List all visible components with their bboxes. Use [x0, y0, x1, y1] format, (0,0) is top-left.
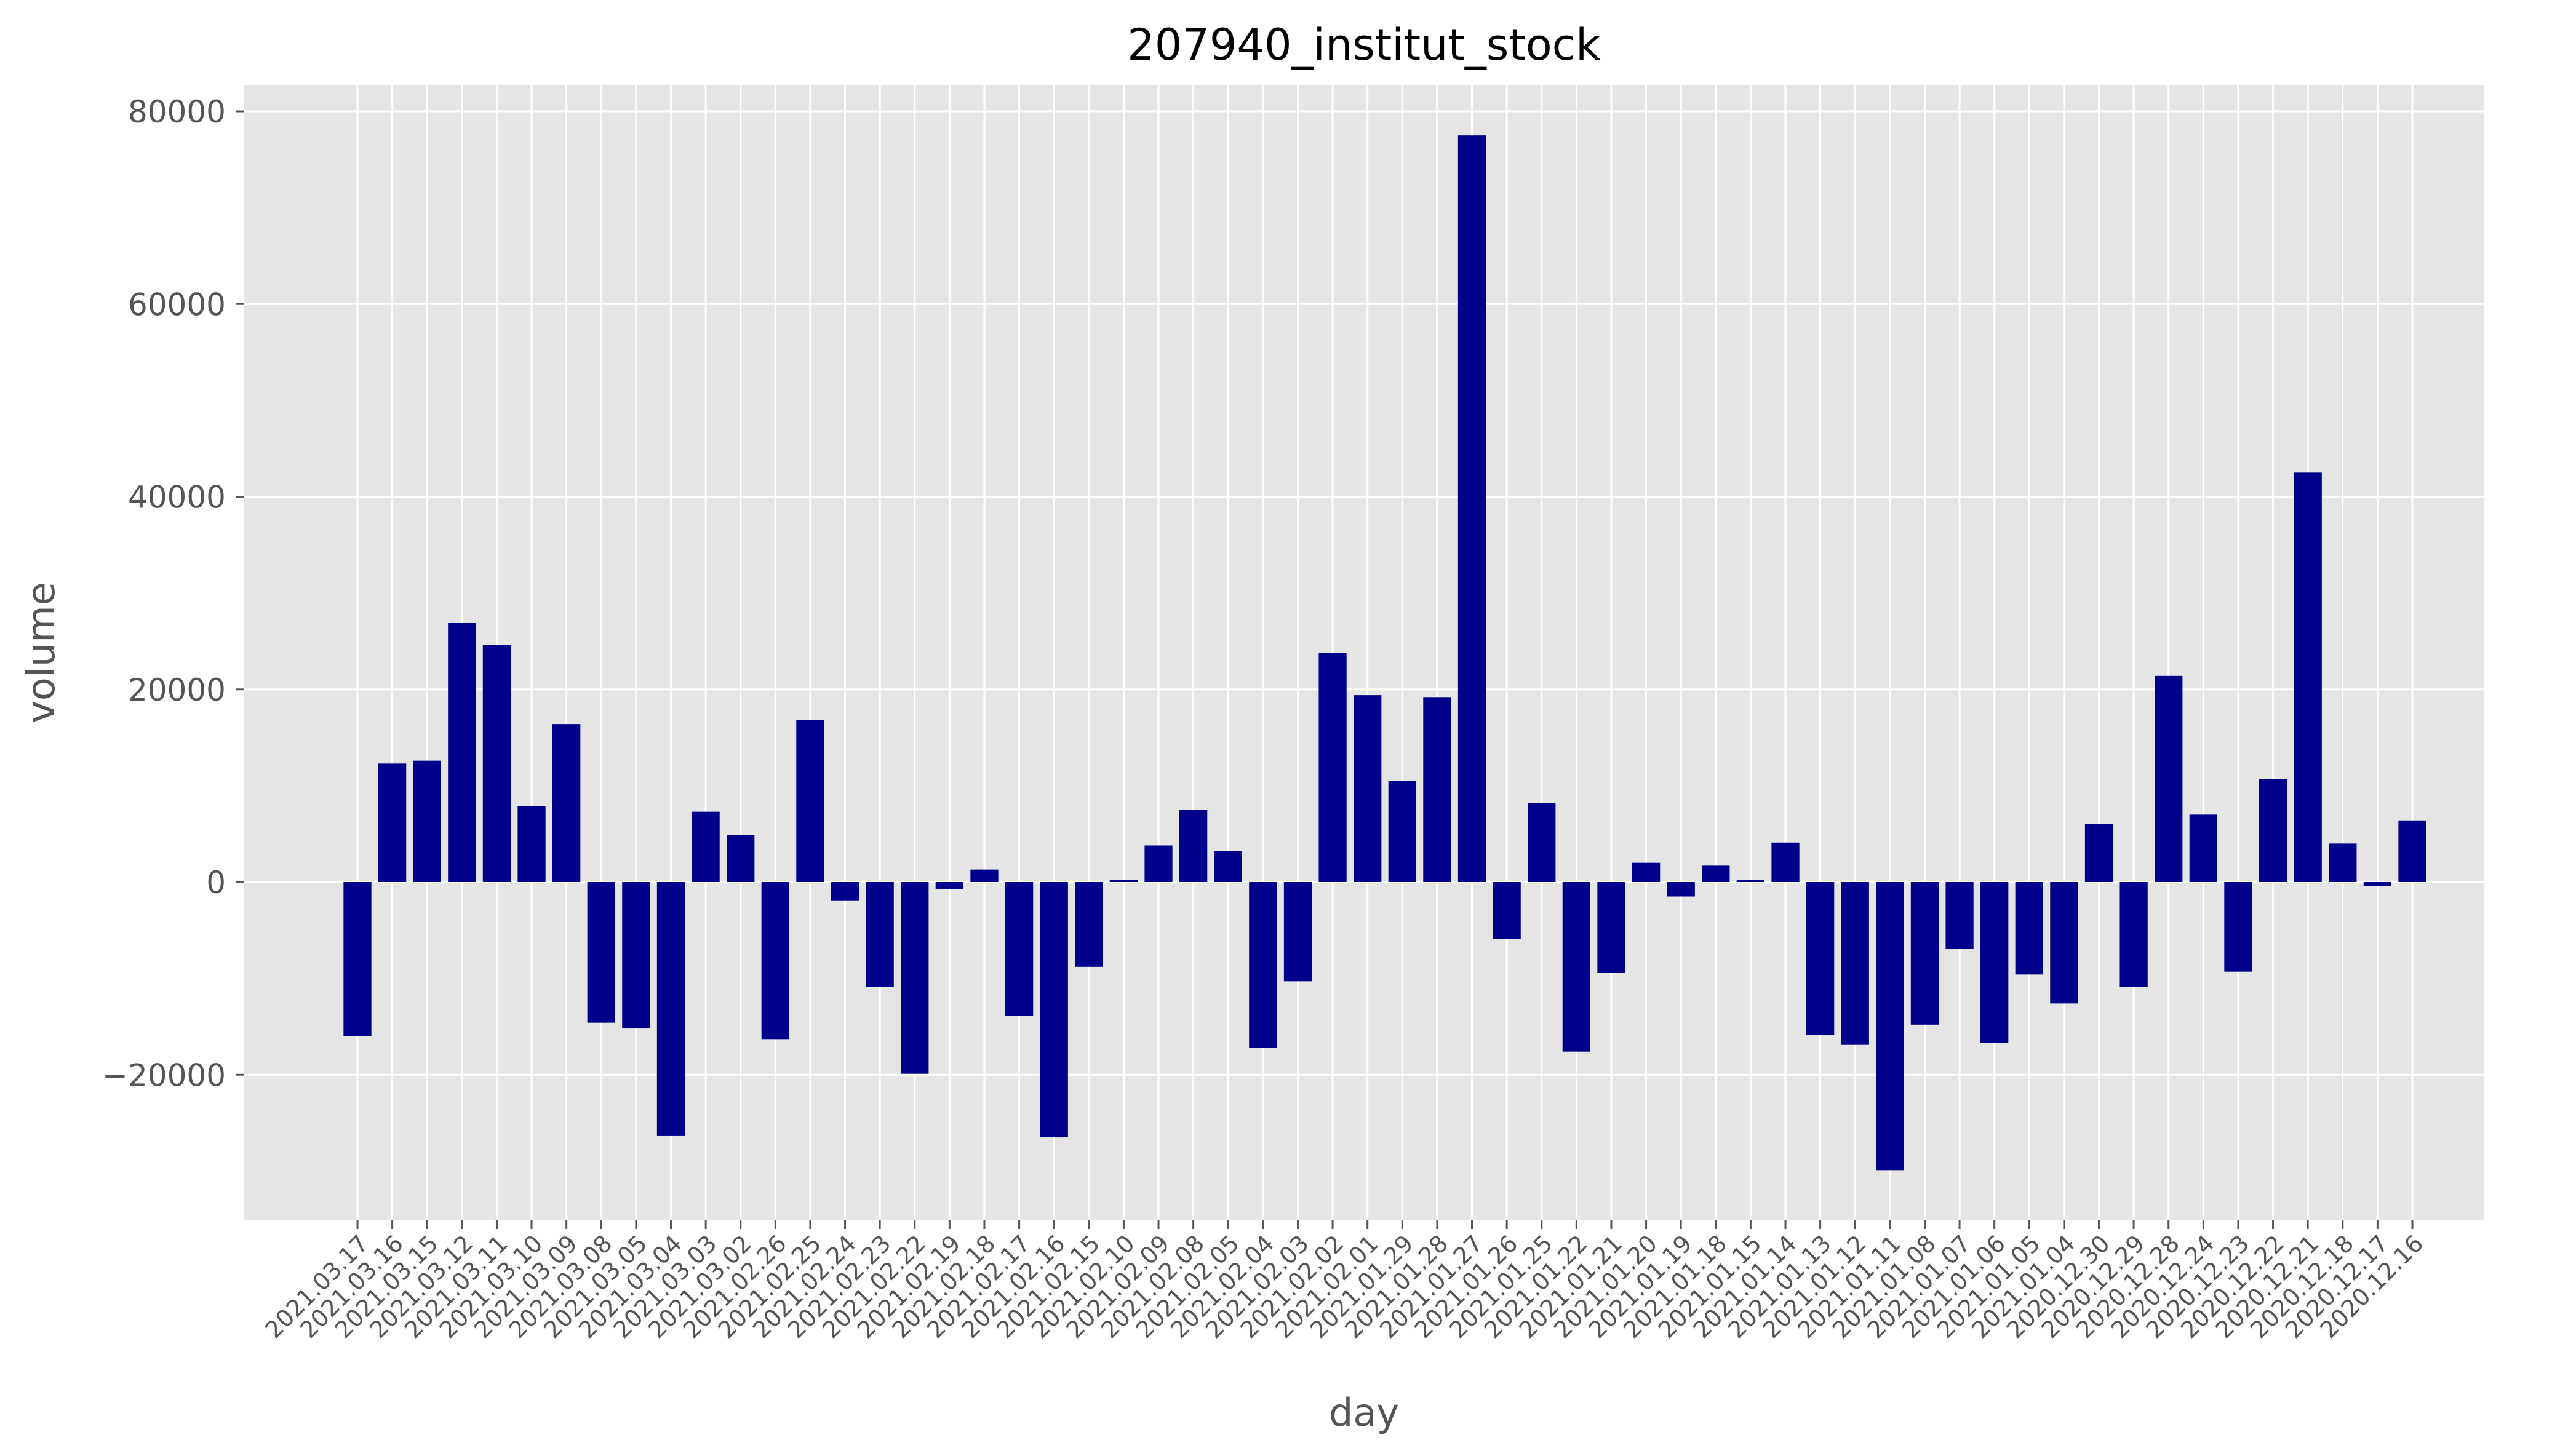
y-tick-label: 80000 [128, 94, 226, 130]
bar [1702, 865, 1730, 882]
bar [1144, 845, 1173, 882]
bar [1528, 803, 1556, 882]
bar [2189, 814, 2217, 882]
bar [1214, 851, 1242, 882]
bar [1075, 882, 1103, 967]
bar [2119, 882, 2148, 987]
bar [1597, 882, 1625, 973]
plot-area [244, 85, 2484, 1220]
bar [1318, 653, 1347, 882]
bar [378, 763, 407, 882]
bar [796, 720, 824, 882]
bar [2155, 675, 2183, 882]
bar [1736, 880, 1765, 882]
bar [482, 645, 511, 882]
bar [1806, 882, 1835, 1036]
bar [2015, 882, 2043, 975]
bar [343, 882, 372, 1036]
bar [1388, 781, 1416, 882]
y-tick-label: 0 [206, 865, 226, 901]
bars [343, 135, 2426, 1171]
x-axis-label: day [1329, 1390, 1399, 1435]
bar [1667, 882, 1695, 897]
bar [1249, 882, 1277, 1048]
bar [587, 882, 615, 1023]
bar [831, 882, 859, 901]
bar [2398, 820, 2426, 882]
bar [2224, 882, 2252, 972]
y-tick-label: 20000 [128, 672, 226, 708]
bar [656, 882, 685, 1136]
y-axis-label: volume [18, 582, 63, 723]
y-tick-label: 60000 [128, 287, 226, 322]
bar [901, 882, 929, 1074]
bar [970, 869, 999, 882]
chart-title: 207940_institut_stock [1127, 20, 1601, 70]
y-axis-ticks: −20000 0 20000 40000 60000 80000 [102, 94, 244, 1093]
bar [1841, 882, 1869, 1045]
bar [866, 882, 894, 987]
bar [1457, 135, 1486, 882]
bar [692, 811, 720, 882]
x-axis-ticks: 2021.03.172021.03.162021.03.152021.03.12… [260, 1220, 2428, 1343]
bar [1283, 882, 1312, 982]
bar [622, 882, 650, 1029]
bar [1354, 695, 1382, 882]
bar [2294, 472, 2322, 882]
bar [1493, 882, 1521, 939]
y-tick-label: 40000 [128, 480, 226, 515]
bar [1980, 882, 2009, 1043]
bar [1562, 882, 1590, 1052]
bar [2329, 843, 2357, 882]
bar [1179, 810, 1208, 882]
bar [2259, 779, 2287, 882]
bar [1632, 862, 1661, 882]
bar [1423, 697, 1451, 882]
bar [517, 806, 546, 882]
bar [413, 760, 441, 882]
bar [1876, 882, 1904, 1171]
bar [935, 882, 964, 889]
bar [727, 835, 755, 882]
bar [1109, 880, 1138, 882]
bar [1910, 882, 1939, 1025]
y-tick-label: −20000 [102, 1057, 226, 1093]
bar [2363, 882, 2392, 886]
bar [2084, 824, 2113, 882]
bar [1040, 882, 1068, 1138]
bar [1771, 842, 1800, 882]
bar [1005, 882, 1034, 1016]
bar [448, 623, 476, 882]
bar [1945, 882, 1974, 949]
bar [552, 724, 581, 882]
bar [761, 882, 789, 1040]
bar [2050, 882, 2078, 1004]
